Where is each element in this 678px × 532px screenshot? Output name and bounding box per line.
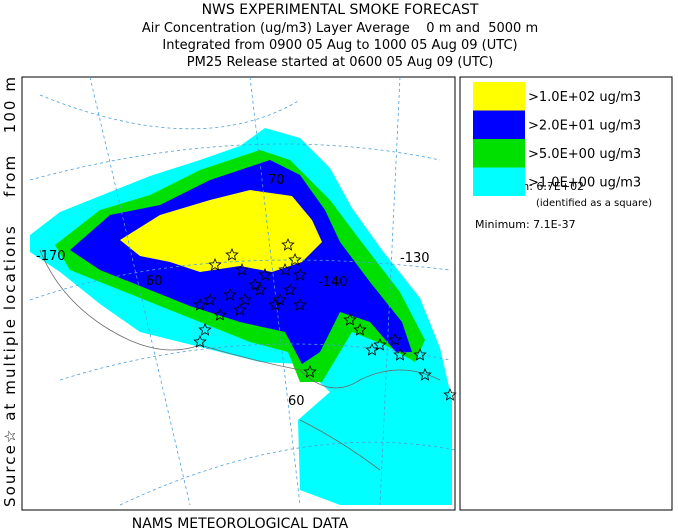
legend-swatch — [473, 167, 525, 196]
map-label: 70 — [268, 173, 285, 188]
source-star — [208, 257, 222, 271]
source-star — [443, 387, 457, 401]
source-star — [303, 364, 317, 378]
source-star — [393, 347, 407, 361]
side-label: Source☆ at multiple locations from 100 m — [1, 77, 19, 507]
legend-swatch — [473, 110, 525, 139]
minimum: Minimum: 7.1E-37 — [475, 218, 576, 231]
source-star — [193, 334, 207, 348]
source-star — [418, 367, 432, 381]
source-star — [225, 247, 239, 261]
region-yellow — [120, 190, 322, 272]
legend-label: >1.0E+00 ug/m3 — [528, 176, 641, 191]
map-label: 60 — [146, 274, 163, 289]
legend-label: >2.0E+01 ug/m3 — [528, 119, 641, 134]
legend-swatch — [473, 139, 525, 168]
source-star — [293, 267, 307, 281]
source-star — [365, 342, 379, 356]
source-star — [203, 292, 217, 306]
source-star — [373, 337, 387, 351]
source-star — [278, 262, 292, 276]
source-star — [233, 302, 247, 316]
map: -170 70 -130 60 -140 60 — [21, 76, 457, 511]
subtitle: PM25 Release started at 0600 05 Aug 09 (… — [187, 55, 494, 70]
source-star — [235, 262, 249, 276]
map-label: -130 — [400, 251, 430, 266]
coastline — [39, 249, 441, 471]
source-star — [223, 287, 237, 301]
source-star — [293, 297, 307, 311]
source-star — [388, 332, 402, 346]
source-star — [281, 237, 295, 251]
source-star — [248, 277, 262, 291]
source-star — [198, 322, 212, 336]
maximum-note: (identified as a square) — [536, 198, 652, 209]
legend: Maximum: 6.7E+02 (identified as a square… — [459, 76, 673, 511]
subtitle: Air Concentration (ug/m3) Layer Average … — [142, 21, 538, 36]
footer: NAMS METEOROLOGICAL DATA — [132, 516, 349, 532]
legend-swatch — [473, 82, 525, 111]
graticule — [29, 76, 456, 506]
source-star — [268, 297, 282, 311]
source-star — [238, 292, 252, 306]
source-star — [258, 267, 272, 281]
map-label: -140 — [318, 275, 348, 290]
source-star — [288, 252, 302, 266]
map-label: 60 — [288, 394, 305, 409]
source-star — [343, 312, 357, 326]
source-star — [353, 322, 367, 336]
source-star — [283, 282, 297, 296]
source-star — [413, 347, 427, 361]
legend-label: >5.0E+00 ug/m3 — [528, 147, 641, 162]
title: NWS EXPERIMENTAL SMOKE FORECAST — [202, 2, 479, 18]
map-label: -170 — [36, 249, 66, 264]
source-markers — [193, 237, 457, 401]
legend-label: >1.0E+02 ug/m3 — [528, 90, 641, 105]
source-star — [213, 307, 227, 321]
subtitle: Integrated from 0900 05 Aug to 1000 05 A… — [162, 38, 517, 53]
source-star — [193, 297, 207, 311]
